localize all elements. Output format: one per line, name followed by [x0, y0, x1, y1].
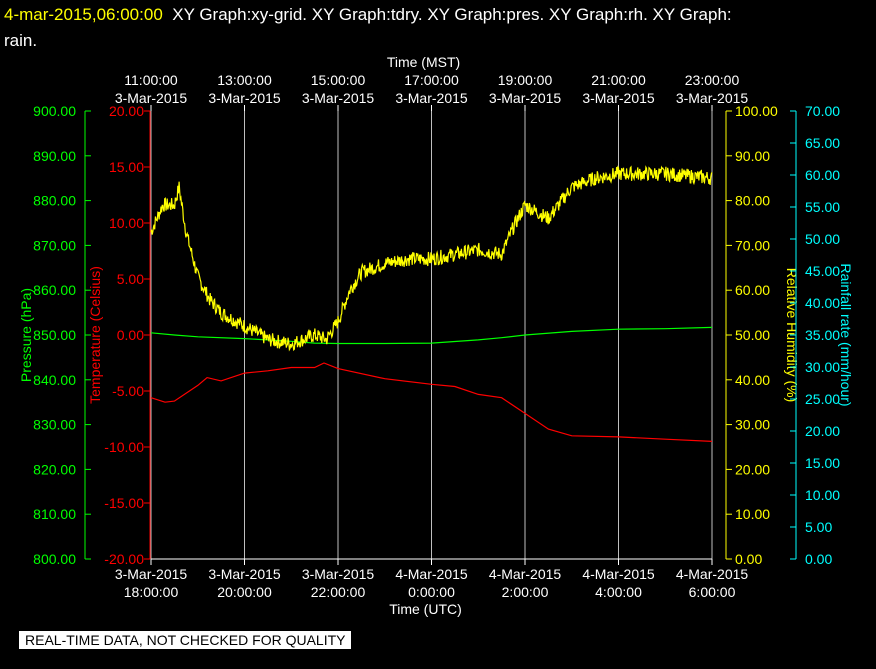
pressure-tick-label: 850.00: [33, 327, 76, 343]
rain-tick-label: 25.00: [805, 391, 840, 407]
temperature-tick-label: 15.00: [109, 159, 144, 175]
x-top-tick-date: 3-Mar-2015: [395, 90, 468, 106]
temperature-tick-label: 10.00: [109, 215, 144, 231]
x-bottom-tick-date: 4-Mar-2015: [489, 566, 562, 582]
pressure-tick-label: 830.00: [33, 417, 76, 433]
graph-list: XY Graph:xy-grid. XY Graph:tdry. XY Grap…: [172, 5, 732, 24]
pressure-series-line: [150, 326, 713, 345]
humidity-series-line: [150, 165, 713, 352]
rain-tick-label: 10.00: [805, 487, 840, 503]
rain-tick-label: 40.00: [805, 295, 840, 311]
temperature-axis-title: Temperature (Celsius): [87, 266, 103, 404]
pressure-tick-label: 890.00: [33, 148, 76, 164]
x-bottom-tick-time: 18:00:00: [124, 584, 179, 600]
x-top-tick-date: 3-Mar-2015: [489, 90, 562, 106]
pressure-tick-label: 820.00: [33, 461, 76, 477]
graph-list-continued: rain.: [4, 31, 38, 50]
humidity-tick-label: 0.00: [735, 551, 762, 567]
pressure-axis-title: Pressure (hPa): [18, 288, 34, 382]
x-top-tick-time: 13:00:00: [217, 72, 272, 88]
x-top-axis-title: Time (MST): [387, 54, 460, 70]
temperature-tick-label: -15.00: [104, 495, 144, 511]
temperature-tick-label: 5.00: [117, 271, 144, 287]
rain-tick-label: 70.00: [805, 103, 840, 119]
x-top-tick-time: 11:00:00: [124, 72, 178, 88]
x-bottom-tick-time: 0:00:00: [408, 584, 455, 600]
x-bottom-tick-date: 4-Mar-2015: [395, 566, 468, 582]
temperature-tick-label: 20.00: [109, 103, 144, 119]
rain-tick-label: 65.00: [805, 135, 840, 151]
humidity-tick-label: 30.00: [735, 417, 770, 433]
x-top-tick-time: 19:00:00: [498, 72, 553, 88]
x-bottom-tick-time: 2:00:00: [502, 584, 549, 600]
rain-tick-label: 15.00: [805, 455, 840, 471]
x-top-tick-date: 3-Mar-2015: [208, 90, 281, 106]
x-bottom-tick-time: 6:00:00: [689, 584, 736, 600]
temperature-tick-label: 0.00: [117, 327, 144, 343]
x-top-tick-date: 3-Mar-2015: [302, 90, 375, 106]
x-bottom-axis-title: Time (UTC): [389, 601, 462, 617]
x-top-tick-date: 3-Mar-2015: [115, 90, 188, 106]
humidity-tick-label: 20.00: [735, 461, 770, 477]
x-bottom-tick-time: 4:00:00: [595, 584, 642, 600]
pressure-tick-label: 810.00: [33, 506, 76, 522]
x-top-tick-time: 23:00:00: [685, 72, 740, 88]
pressure-tick-label: 860.00: [33, 282, 76, 298]
chart-header: 4-mar-2015,06:00:00 XY Graph:xy-grid. XY…: [4, 2, 864, 54]
humidity-tick-label: 100.00: [735, 103, 778, 119]
x-top-tick-time: 17:00:00: [404, 72, 459, 88]
rain-tick-label: 55.00: [805, 199, 840, 215]
pressure-tick-label: 800.00: [33, 551, 76, 567]
x-bottom-tick-date: 3-Mar-2015: [302, 566, 375, 582]
rain-tick-label: 50.00: [805, 231, 840, 247]
timestamp: 4-mar-2015,06:00:00: [4, 5, 163, 24]
rain-axis-title: Rainfall rate (mm/hour): [838, 263, 854, 406]
pressure-tick-label: 840.00: [33, 372, 76, 388]
x-bottom-tick-date: 4-Mar-2015: [676, 566, 749, 582]
pressure-tick-label: 870.00: [33, 237, 76, 253]
temperature-tick-label: -5.00: [112, 383, 144, 399]
x-bottom-tick-time: 20:00:00: [217, 584, 272, 600]
humidity-tick-label: 60.00: [735, 282, 770, 298]
x-bottom-tick-time: 22:00:00: [311, 584, 366, 600]
rain-tick-label: 45.00: [805, 263, 840, 279]
x-bottom-tick-date: 3-Mar-2015: [208, 566, 281, 582]
humidity-tick-label: 80.00: [735, 193, 770, 209]
humidity-tick-label: 40.00: [735, 372, 770, 388]
rain-tick-label: 35.00: [805, 327, 840, 343]
x-top-tick-date: 3-Mar-2015: [676, 90, 749, 106]
pressure-tick-label: 900.00: [33, 103, 76, 119]
rain-tick-label: 5.00: [805, 519, 832, 535]
rain-tick-label: 60.00: [805, 167, 840, 183]
rain-tick-label: 0.00: [805, 551, 832, 567]
x-bottom-tick-date: 3-Mar-2015: [115, 566, 188, 582]
humidity-tick-label: 50.00: [735, 327, 770, 343]
quality-badge: REAL-TIME DATA, NOT CHECKED FOR QUALITY: [19, 631, 352, 649]
pressure-tick-label: 880.00: [33, 193, 76, 209]
x-bottom-tick-date: 4-Mar-2015: [582, 566, 655, 582]
temperature-tick-label: -10.00: [104, 439, 144, 455]
humidity-tick-label: 90.00: [735, 148, 770, 164]
temperature-tick-label: -20.00: [104, 551, 144, 567]
rain-tick-label: 30.00: [805, 359, 840, 375]
humidity-tick-label: 10.00: [735, 506, 770, 522]
x-top-tick-time: 21:00:00: [591, 72, 646, 88]
x-top-tick-time: 15:00:00: [311, 72, 366, 88]
x-top-tick-date: 3-Mar-2015: [582, 90, 655, 106]
temperature-series-line: [150, 362, 713, 442]
humidity-tick-label: 70.00: [735, 237, 770, 253]
rain-tick-label: 20.00: [805, 423, 840, 439]
